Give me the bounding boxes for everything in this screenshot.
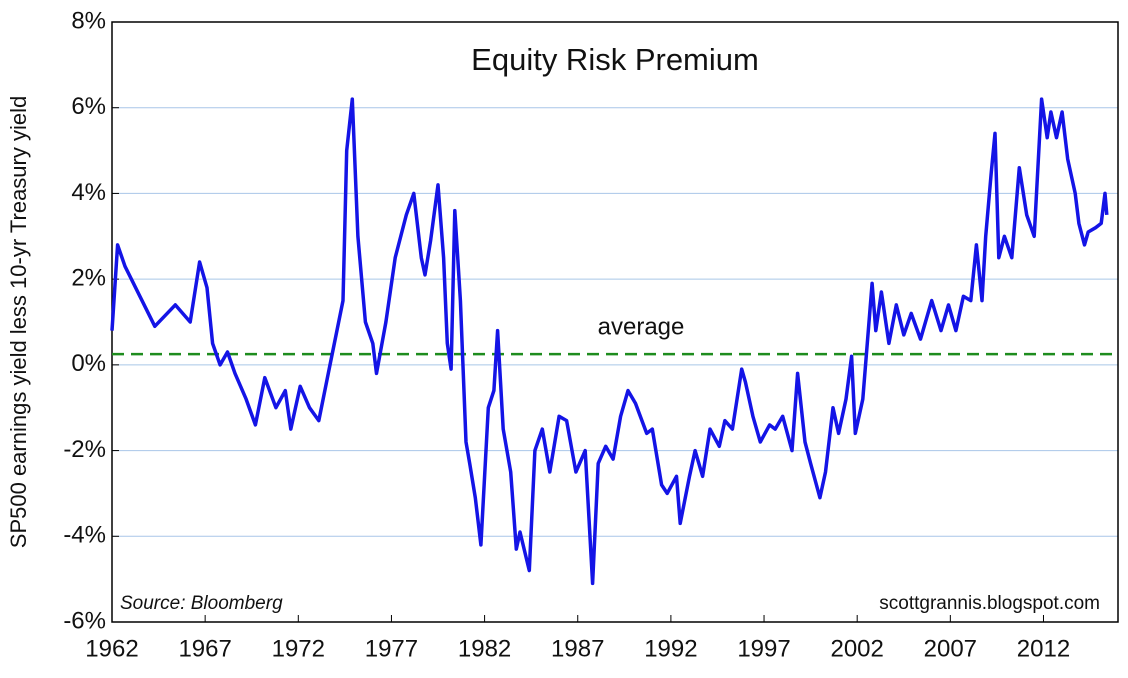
x-tick-label: 1997 [737,635,790,662]
x-tick-label: 1972 [272,635,325,662]
x-tick-label: 2012 [1017,635,1070,662]
x-tick-label: 1967 [178,635,231,662]
credit-note: scottgrannis.blogspot.com [879,593,1100,614]
x-tick-label: 1982 [458,635,511,662]
y-tick-label: 4% [71,179,106,206]
x-tick-label: 1987 [551,635,604,662]
y-tick-label: 6% [71,93,106,120]
y-tick-label: 2% [71,264,106,291]
x-tick-label: 1992 [644,635,697,662]
data-line [110,97,1109,586]
x-tick-label: 1962 [85,635,138,662]
y-tick-label: 0% [71,350,106,377]
y-tick-label: -4% [63,522,106,549]
source-note: Source: Bloomberg [120,593,283,614]
x-tick-label: 2007 [924,635,977,662]
chart-title: Equity Risk Premium [471,42,759,77]
y-tick-label: 8% [71,7,106,34]
x-tick-label: 1977 [365,635,418,662]
y-axis-label: SP500 earnings yield less 10-yr Treasury… [6,96,31,548]
y-tick-label: -2% [63,436,106,463]
average-label: average [598,313,685,340]
y-tick-label: -6% [63,607,106,634]
x-tick-label: 2002 [830,635,883,662]
